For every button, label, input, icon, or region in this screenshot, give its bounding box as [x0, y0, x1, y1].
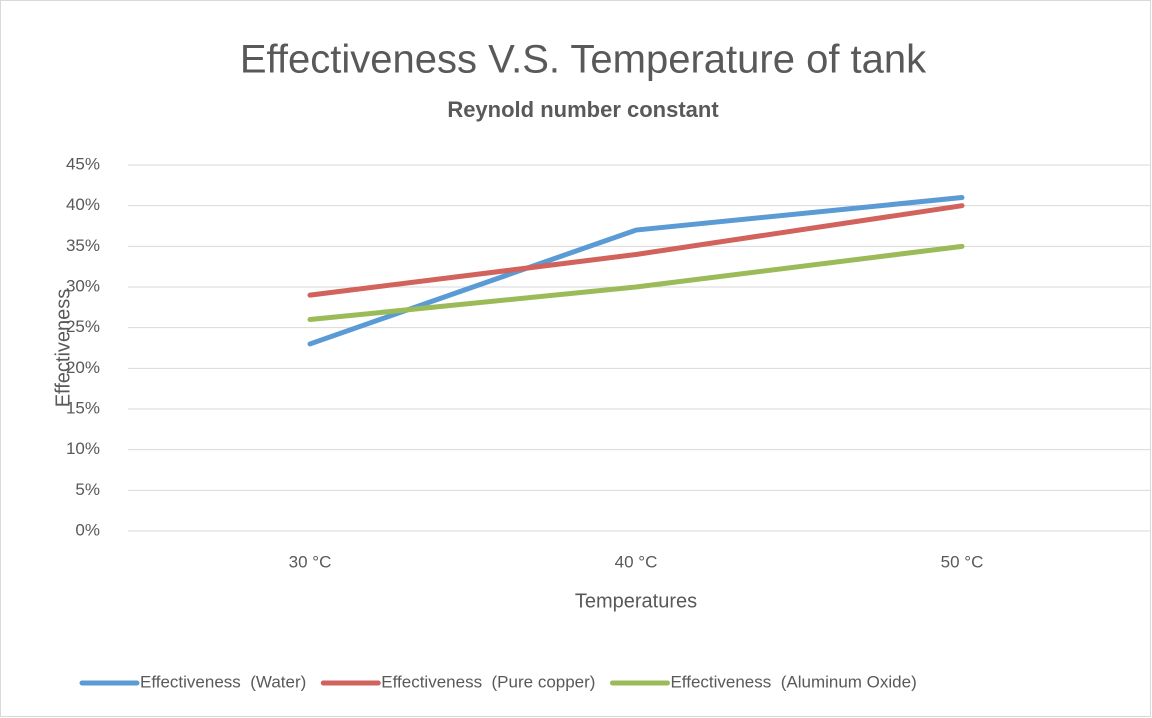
data-line	[307, 203, 965, 298]
data-line	[307, 243, 965, 323]
y-tick-label: 20%	[66, 358, 100, 377]
y-tick-label: 15%	[66, 398, 100, 417]
legend-label: Effectiveness (Water)	[140, 672, 306, 691]
y-tick-label: 30%	[66, 276, 100, 295]
x-axis-label: Temperatures	[575, 590, 697, 612]
data-line	[307, 195, 965, 347]
y-tick-label: 40%	[66, 195, 100, 214]
y-axis-label: Effectiveness	[52, 289, 74, 408]
y-tick-label: 25%	[66, 317, 100, 336]
x-tick-label: 50 °C	[941, 552, 984, 571]
y-tick-label: 10%	[66, 439, 100, 458]
y-tick-label: 0%	[75, 520, 100, 539]
x-tick-label: 30 °C	[289, 552, 332, 571]
legend-label: Effectiveness (Aluminum Oxide)	[670, 672, 916, 691]
chart-title: Effectiveness V.S. Temperature of tank	[240, 38, 927, 82]
legend-label: Effectiveness (Pure copper)	[381, 672, 595, 691]
chart-subtitle: Reynold number constant	[447, 97, 719, 122]
y-tick-label: 45%	[66, 154, 100, 173]
y-tick-label: 5%	[75, 480, 100, 499]
y-tick-label: 35%	[66, 236, 100, 255]
x-tick-label: 40 °C	[615, 552, 658, 571]
